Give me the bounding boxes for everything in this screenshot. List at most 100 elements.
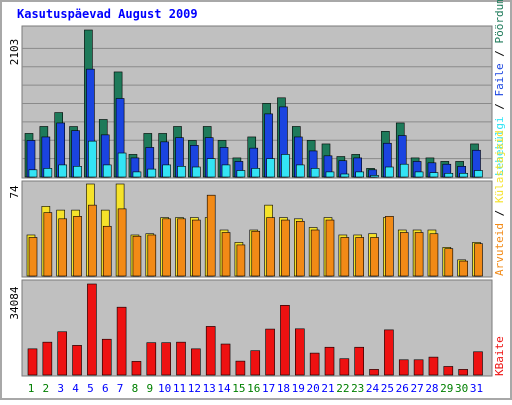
legend-separator: / [493,103,506,110]
bar-kbaite-day-24 [369,369,379,376]
bar-lehek-lgi-day-29 [444,172,454,178]
y-max-label-visits: 74 [8,185,21,199]
x-tick-label: 7 [117,382,124,395]
bar-lehek-lgi-day-25 [385,166,394,178]
legend-separator: / [493,50,506,57]
x-tick-label: 19 [292,382,305,395]
bar-kbaite-day-22 [339,358,350,376]
bar-arvuteid-day-8 [132,235,142,277]
x-tick-label: 26 [396,382,409,395]
bar-kbaite-day-18 [280,305,290,376]
x-tick-label: 1 [28,382,35,395]
bar-kbaite-day-26 [398,359,409,376]
bar-kbaite-day-29 [443,366,454,376]
bar-lehek-lgi-day-16 [251,168,261,178]
bar-kbaite-day-2 [42,341,53,376]
x-tick-label: 6 [102,382,109,395]
bar-arvuteid-day-21 [325,219,335,277]
bar-arvuteid-day-12 [192,219,201,277]
bar-lehek-lgi-day-20 [310,168,320,178]
bar-lehek-lgi-day-12 [192,166,201,178]
bar-arvuteid-day-4 [73,216,82,277]
x-tick-label: 15 [232,382,245,395]
bar-lehek-lgi-day-19 [295,164,305,178]
legend-separator: / [493,210,506,217]
chart-title: Kasutuspäevad August 2009 [17,7,198,21]
bar-arvuteid-day-22 [340,237,350,277]
bar-arvuteid-day-30 [459,260,468,277]
bar-kbaite-day-23 [354,346,365,376]
bar-lehek-lgi-day-10 [162,164,171,178]
x-tick-label: 12 [188,382,201,395]
x-tick-label: 23 [351,382,364,395]
bar-kbaite-day-5 [87,283,97,376]
x-tick-label: 14 [217,382,231,395]
x-tick-label: 3 [57,382,64,395]
bar-lehek-lgi-day-24 [370,175,379,178]
legend-kbytes: KBaite [493,336,506,376]
bar-kbaite-day-15 [235,360,246,376]
x-tick-label: 31 [470,382,483,395]
bar-lehek-lgi-day-7 [117,152,127,178]
x-tick-label: 27 [410,382,423,395]
legend-sites: Arvuteid [493,223,506,276]
legend-middle: Arvuteid / Külastajaid [493,130,506,276]
x-tick-label: 25 [381,382,394,395]
bar-lehek-lgi-day-6 [102,164,112,178]
bar-arvuteid-day-29 [444,248,454,277]
x-tick-label: 17 [262,382,275,395]
bar-arvuteid-day-28 [429,233,439,277]
legend-pages: Lehekülgi [493,116,506,176]
y-max-label-pageviews: 2103 [8,39,21,66]
bar-kbaite-day-31 [473,351,483,376]
bar-arvuteid-day-16 [251,230,261,277]
bar-arvuteid-day-17 [266,217,275,277]
bar-arvuteid-day-2 [43,212,53,277]
x-tick-label: 9 [146,382,153,395]
bar-arvuteid-day-26 [399,232,409,277]
bar-arvuteid-day-13 [206,194,216,277]
bar-kbaite-day-10 [161,342,171,376]
x-tick-label: 29 [440,382,453,395]
bar-arvuteid-day-19 [295,220,305,277]
bar-kbaite-day-28 [428,356,439,376]
x-tick-label: 18 [277,382,290,395]
x-tick-label: 11 [173,382,186,395]
bar-arvuteid-day-23 [355,237,365,277]
bar-arvuteid-day-3 [58,218,68,277]
bar-kbaite-day-27 [413,359,424,376]
bar-arvuteid-day-7 [117,208,127,277]
bar-kbaite-day-21 [324,346,335,376]
legend-files: Faile [493,63,506,96]
legend-top: Lehekülgi / Faile / Pöördumisi [493,0,506,176]
bar-lehek-lgi-day-18 [281,154,290,178]
bar-kbaite-day-9 [146,342,157,376]
bar-kbaite-day-17 [265,328,275,376]
x-tick-label: 28 [425,382,438,395]
x-tick-label: 30 [455,382,468,395]
x-tick-label: 5 [87,382,94,395]
bar-kbaite-day-30 [458,369,468,376]
bar-lehek-lgi-day-4 [73,166,82,178]
bar-kbaite-day-11 [176,341,186,376]
bar-kbaite-day-7 [116,306,127,376]
bar-kbaite-day-13 [205,326,216,376]
bar-lehek-lgi-day-11 [177,166,186,178]
bar-kbaite-day-14 [220,343,231,376]
bar-arvuteid-day-24 [370,237,379,277]
chart-bars [24,29,483,376]
x-tick-label: 22 [336,382,349,395]
bar-kbaite-day-3 [57,331,68,376]
x-tick-label: 21 [321,382,334,395]
bar-lehek-lgi-day-30 [459,172,468,178]
x-tick-label: 24 [366,382,380,395]
bar-arvuteid-day-9 [147,234,157,277]
x-axis-day-labels: 1 2 3 4 5 6 7 8 9 10 11 12 13 14 15 16 17 18 19 20 21 22 23 24 2… [28,382,483,395]
bar-lehek-lgi-day-17 [266,158,275,178]
y-max-label-kbytes: 34084 [8,286,21,319]
bar-lehek-lgi-day-22 [340,173,350,178]
bar-arvuteid-day-31 [474,243,483,277]
bar-lehek-lgi-day-31 [474,170,483,178]
bar-lehek-lgi-day-3 [58,164,68,178]
